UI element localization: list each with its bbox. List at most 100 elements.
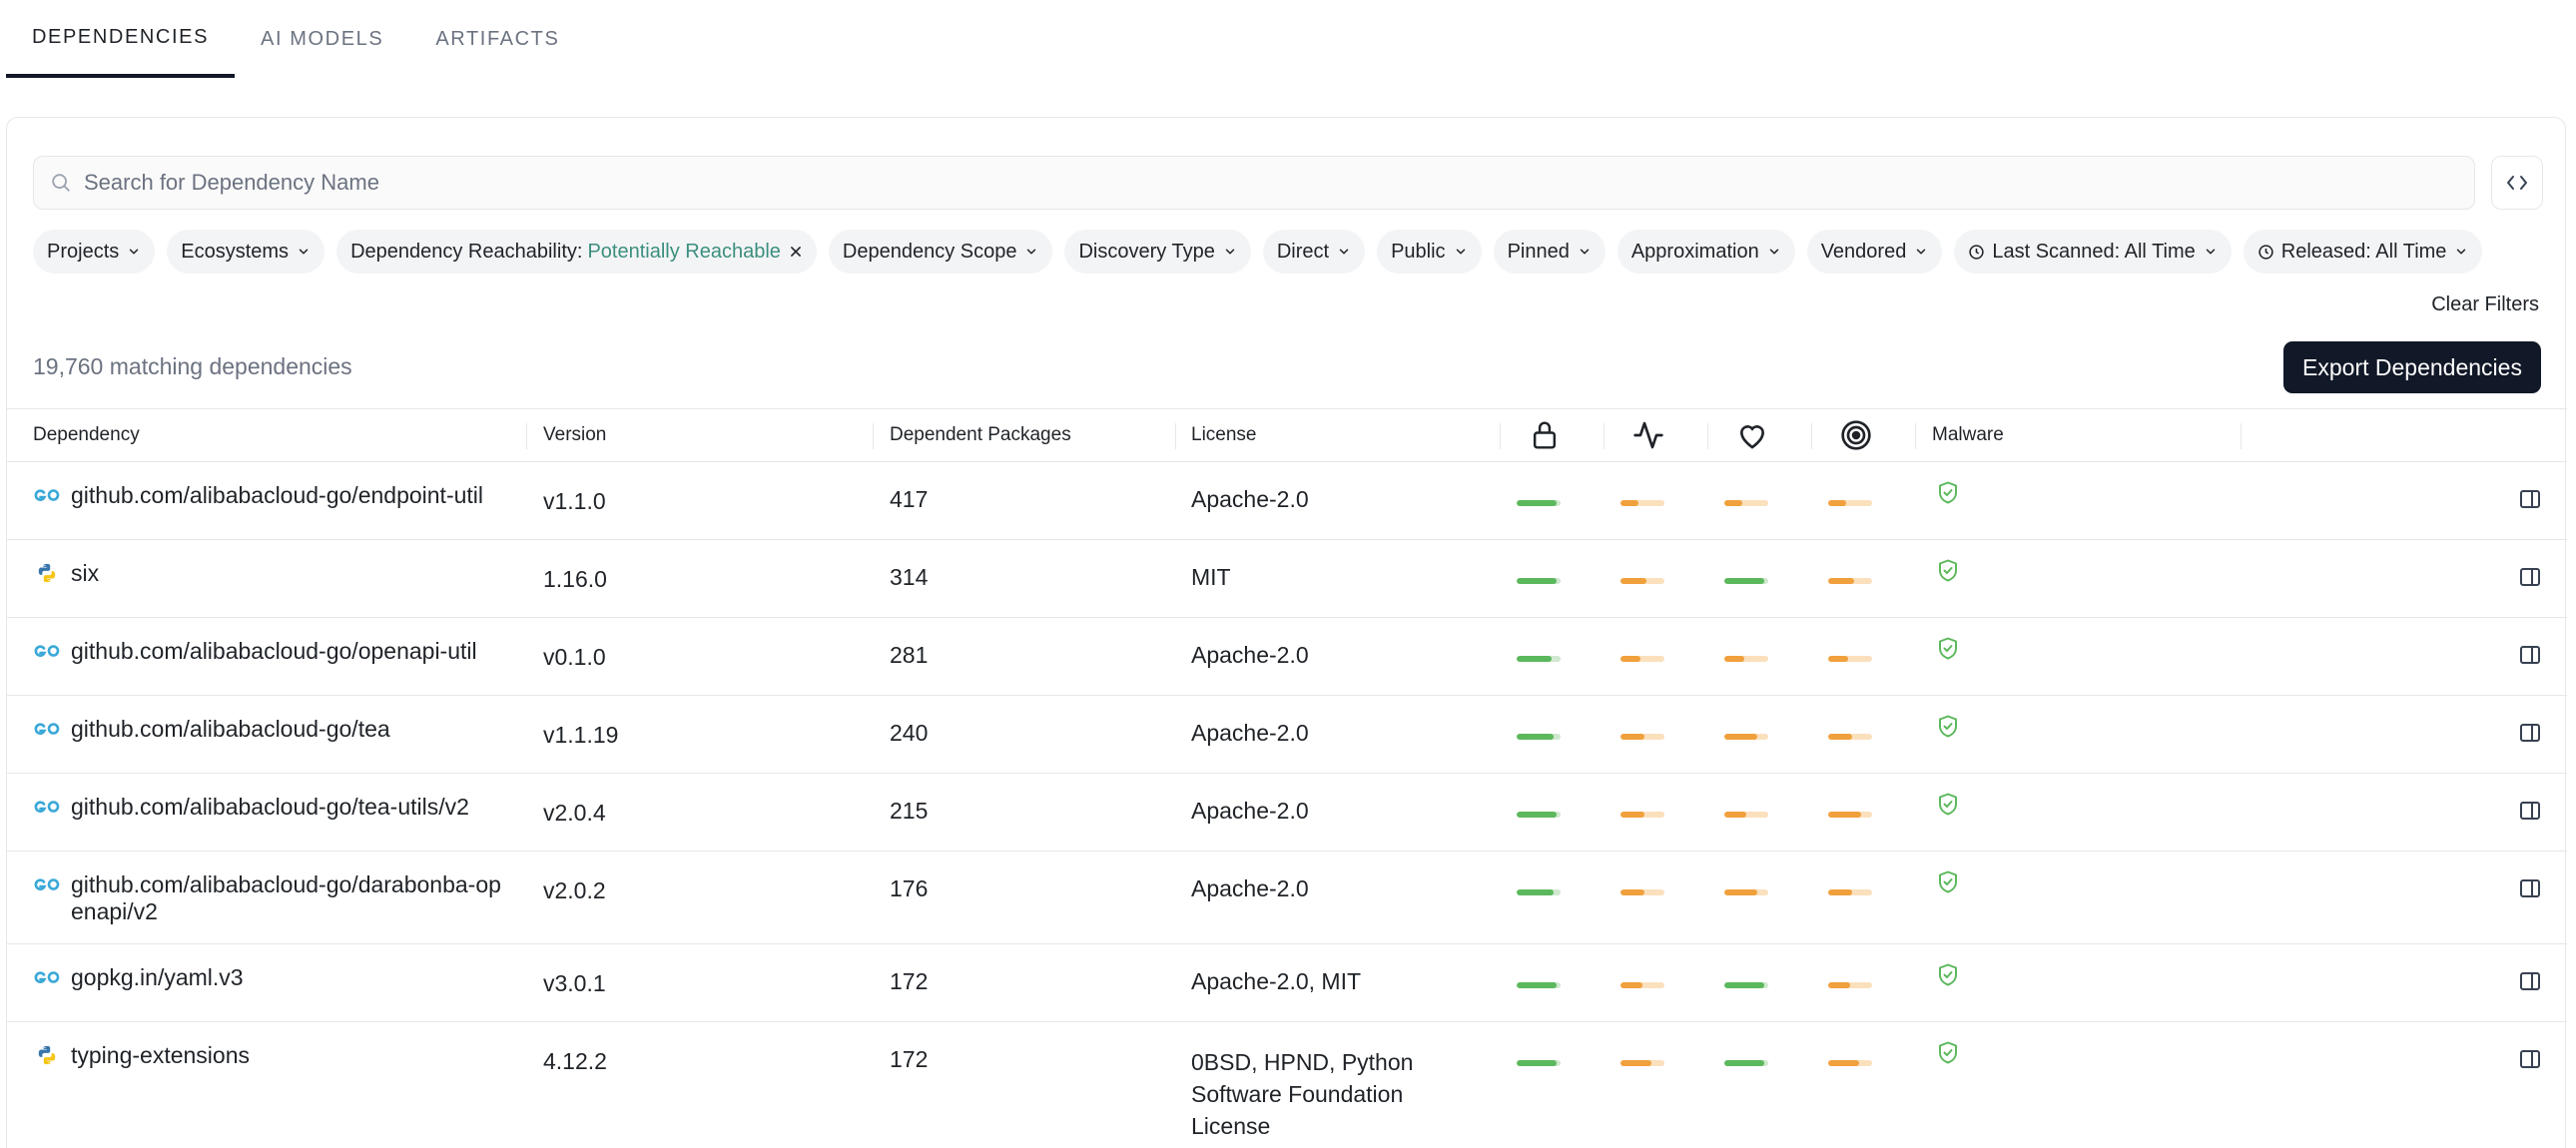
dependent-packages-cell: 176: [890, 875, 929, 901]
search-input[interactable]: [84, 170, 2380, 196]
dependency-name[interactable]: six: [71, 560, 100, 586]
search-bar[interactable]: [33, 156, 2475, 210]
go-icon: [33, 718, 61, 740]
query-editor-button[interactable]: [2491, 156, 2543, 210]
column-divider[interactable]: [1811, 423, 1812, 449]
column-header-dependency[interactable]: Dependency: [33, 424, 140, 445]
open-details-icon[interactable]: [2518, 565, 2542, 594]
dependency-name[interactable]: gopkg.in/yaml.v3: [71, 964, 244, 990]
quality-score-bar: [1828, 812, 1872, 818]
filter-discovery-type[interactable]: Discovery Type: [1064, 230, 1251, 274]
tab-artifacts[interactable]: ARTIFACTS: [435, 27, 560, 50]
column-header-security[interactable]: [1530, 409, 1560, 461]
column-divider[interactable]: [1175, 423, 1176, 449]
table-row[interactable]: github.com/alibabacloud-go/openapi-util …: [7, 618, 2567, 696]
open-details-icon[interactable]: [2518, 969, 2542, 998]
license-cell: Apache-2.0, MIT: [1191, 968, 1362, 994]
table-row[interactable]: six 1.16.0 314 MIT: [7, 540, 2567, 618]
column-header-license[interactable]: License: [1191, 424, 1257, 445]
filter-label: Pinned: [1507, 240, 1570, 263]
filter-projects[interactable]: Projects: [33, 230, 156, 274]
dependency-name[interactable]: github.com/alibabacloud-go/tea: [71, 716, 390, 742]
column-header-quality[interactable]: [1840, 409, 1872, 461]
table-row[interactable]: github.com/alibabacloud-go/endpoint-util…: [7, 462, 2567, 540]
filter-label: Ecosystems: [181, 240, 290, 263]
version-cell: v2.0.4: [543, 800, 606, 826]
dependency-name[interactable]: github.com/alibabacloud-go/openapi-util: [71, 638, 477, 664]
open-details-icon[interactable]: [2518, 876, 2542, 905]
column-divider[interactable]: [2241, 423, 2242, 449]
popularity-score-bar: [1724, 982, 1768, 988]
filter-scope[interactable]: Dependency Scope: [828, 230, 1053, 274]
column-header-version[interactable]: Version: [543, 424, 607, 445]
shield-check-icon: [1936, 792, 1960, 823]
activity-score-bar: [1620, 500, 1664, 506]
open-details-icon[interactable]: [2518, 799, 2542, 828]
license-cell: Apache-2.0: [1191, 720, 1309, 746]
quality-score-bar: [1828, 1060, 1872, 1066]
column-divider[interactable]: [1707, 423, 1708, 449]
filter-released[interactable]: Released: All Time: [2243, 230, 2483, 274]
python-icon: [33, 1044, 61, 1066]
filter-public[interactable]: Public: [1377, 230, 1482, 274]
dependency-name[interactable]: typing-extensions: [71, 1042, 250, 1068]
close-icon[interactable]: [789, 245, 803, 259]
table-row[interactable]: typing-extensions 4.12.2 172 0BSD, HPND,…: [7, 1022, 2567, 1148]
version-cell: v3.0.1: [543, 970, 606, 996]
license-cell: Apache-2.0: [1191, 642, 1309, 668]
open-details-icon[interactable]: [2518, 721, 2542, 750]
dependent-packages-cell: 417: [890, 486, 929, 512]
chevron-down-icon: [299, 249, 309, 255]
open-details-icon[interactable]: [2518, 643, 2542, 672]
filter-approximation[interactable]: Approximation: [1616, 230, 1795, 274]
quality-score-bar: [1828, 889, 1872, 895]
shield-check-icon: [1936, 636, 1960, 667]
version-cell: v1.1.19: [543, 722, 619, 748]
filter-vendored[interactable]: Vendored: [1806, 230, 1943, 274]
filter-label: Projects: [47, 240, 120, 263]
chevron-down-icon: [129, 249, 139, 255]
column-header-activity[interactable]: [1632, 409, 1664, 461]
column-divider[interactable]: [1915, 423, 1916, 449]
table-row[interactable]: github.com/alibabacloud-go/darabonba-ope…: [7, 852, 2567, 944]
dependency-cell: typing-extensions: [33, 1042, 510, 1069]
column-divider[interactable]: [873, 423, 874, 449]
column-divider[interactable]: [1604, 423, 1605, 449]
dependency-name[interactable]: github.com/alibabacloud-go/endpoint-util: [71, 482, 484, 508]
security-score-bar: [1517, 982, 1561, 988]
security-score-bar: [1517, 1060, 1561, 1066]
filter-ecosystems[interactable]: Ecosystems: [167, 230, 325, 274]
tab-ai-models[interactable]: AI MODELS: [261, 27, 384, 50]
popularity-score-bar: [1724, 656, 1768, 662]
license-cell: Apache-2.0: [1191, 875, 1309, 901]
column-header-dependent-packages[interactable]: Dependent Packages: [890, 424, 1071, 445]
version-cell: v0.1.0: [543, 644, 606, 670]
column-header-popularity[interactable]: [1736, 409, 1768, 461]
table-row[interactable]: gopkg.in/yaml.v3 v3.0.1 172 Apache-2.0, …: [7, 944, 2567, 1022]
matching-count: 19,760 matching dependencies: [33, 353, 352, 379]
column-divider[interactable]: [526, 423, 527, 449]
filter-reachability[interactable]: Dependency Reachability: Potentially Reac…: [336, 230, 817, 274]
dependency-cell: six: [33, 560, 510, 587]
clear-filters-link[interactable]: Clear Filters: [2431, 293, 2539, 315]
table-row[interactable]: github.com/alibabacloud-go/tea-utils/v2 …: [7, 774, 2567, 852]
go-icon: [33, 966, 61, 988]
column-header-malware[interactable]: Malware: [1932, 424, 2004, 445]
tab-dependencies[interactable]: DEPENDENCIES: [6, 0, 236, 78]
dependency-name[interactable]: github.com/alibabacloud-go/tea-utils/v2: [71, 794, 469, 820]
dependency-cell: gopkg.in/yaml.v3: [33, 964, 510, 991]
quality-score-bar: [1828, 578, 1872, 584]
license-cell: MIT: [1191, 564, 1231, 590]
shield-check-icon: [1936, 480, 1960, 511]
open-details-icon[interactable]: [2518, 487, 2542, 516]
activity-score-bar: [1620, 656, 1664, 662]
table-row[interactable]: github.com/alibabacloud-go/tea v1.1.19 2…: [7, 696, 2567, 774]
filter-last-scanned[interactable]: Last Scanned: All Time: [1954, 230, 2232, 274]
open-details-icon[interactable]: [2518, 1047, 2542, 1076]
dependent-packages-cell: 172: [890, 968, 929, 994]
export-dependencies-button[interactable]: Export Dependencies: [2283, 341, 2541, 393]
filter-direct[interactable]: Direct: [1262, 230, 1366, 274]
filter-pinned[interactable]: Pinned: [1493, 230, 1606, 274]
dependency-name[interactable]: github.com/alibabacloud-go/darabonba-ope…: [71, 871, 501, 924]
column-divider[interactable]: [1500, 423, 1501, 449]
